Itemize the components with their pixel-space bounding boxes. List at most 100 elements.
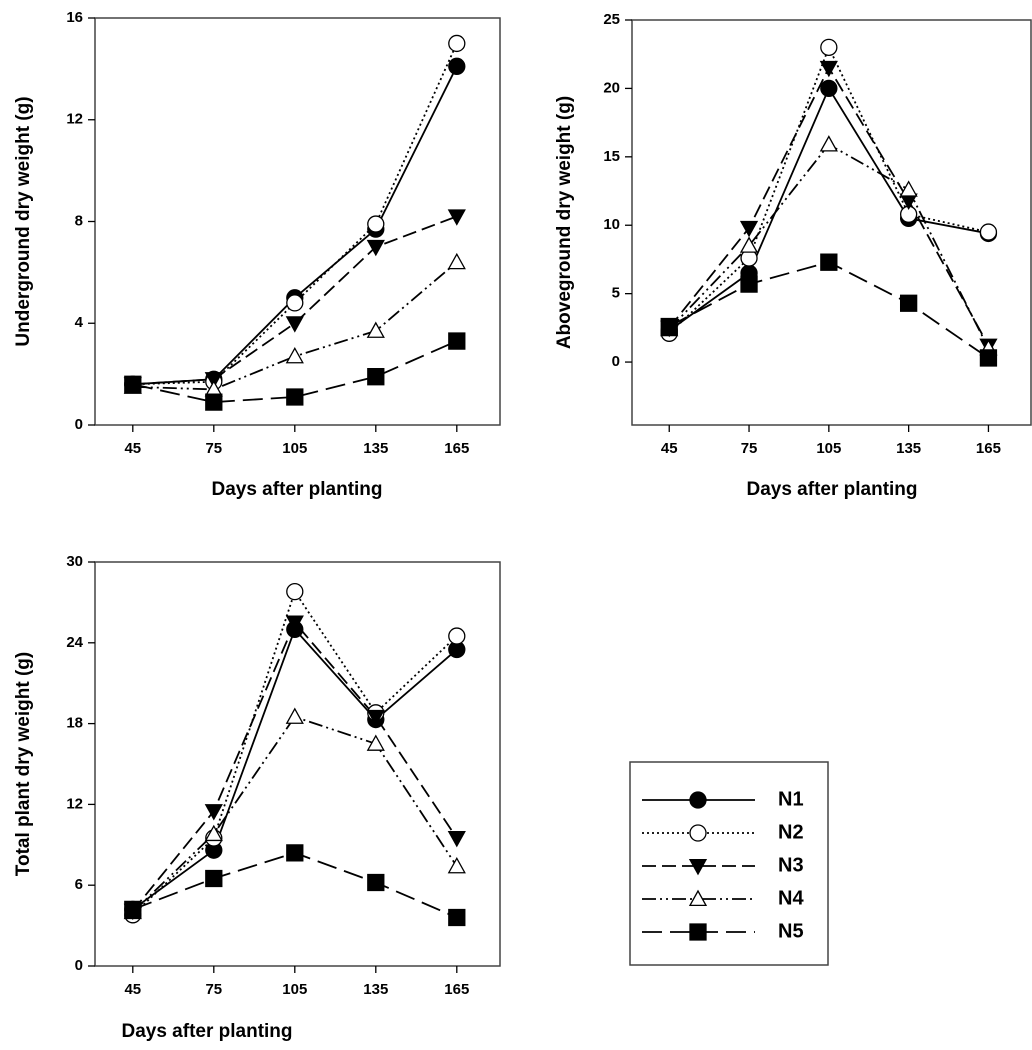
y-tick-label: 4	[75, 314, 84, 331]
marker	[739, 220, 759, 238]
marker	[447, 857, 466, 874]
x-axis-label: Days after planting	[746, 479, 917, 500]
legend-label: N1	[778, 788, 804, 810]
marker	[739, 236, 759, 253]
marker	[366, 734, 385, 751]
marker	[689, 824, 707, 842]
marker	[366, 321, 385, 338]
x-tick-label: 165	[444, 981, 469, 998]
x-tick-label: 105	[282, 981, 307, 998]
x-tick-label: 75	[741, 440, 758, 457]
marker	[285, 615, 304, 632]
y-tick-label: 0	[75, 957, 83, 974]
y-tick-label: 30	[66, 553, 83, 570]
marker	[286, 294, 304, 312]
marker	[285, 346, 304, 364]
plot-frame	[631, 19, 1032, 426]
marker	[448, 34, 466, 53]
marker	[688, 858, 708, 876]
y-tick-label: 12	[66, 795, 83, 812]
x-tick-label: 165	[444, 440, 469, 457]
y-tick-label: 8	[75, 212, 83, 229]
marker	[367, 873, 385, 892]
x-tick-label: 45	[661, 440, 678, 457]
marker	[899, 180, 918, 197]
y-tick-label: 0	[612, 353, 620, 370]
y-axis-label: Aboveground dry weight (g)	[554, 96, 575, 349]
y-tick-label: 24	[66, 634, 83, 651]
y-tick-label: 16	[66, 9, 83, 26]
marker	[979, 223, 998, 241]
x-tick-label: 75	[205, 981, 222, 998]
y-tick-label: 5	[612, 285, 620, 302]
marker	[204, 372, 223, 389]
legend-label: N2	[778, 821, 804, 843]
marker	[124, 900, 142, 919]
plot-frame	[94, 17, 501, 426]
y-axis-label: Underground dry weight (g)	[13, 96, 34, 346]
series-line	[132, 65, 458, 386]
y-tick-label: 15	[603, 148, 620, 165]
marker	[448, 332, 466, 350]
marker	[740, 275, 758, 293]
marker	[819, 135, 838, 152]
y-tick-label: 6	[75, 876, 83, 893]
legend-label: N3	[778, 854, 804, 876]
series-line	[132, 43, 458, 386]
x-tick-label: 75	[205, 440, 222, 457]
marker	[448, 627, 466, 645]
x-axis-label: Days after planting	[211, 479, 382, 500]
marker	[819, 60, 838, 78]
series-line	[132, 851, 458, 919]
marker	[205, 393, 223, 411]
marker	[688, 889, 708, 907]
marker	[285, 316, 304, 333]
marker	[124, 375, 142, 393]
series-line	[132, 715, 458, 913]
marker	[285, 707, 304, 724]
x-tick-label: 135	[363, 440, 388, 457]
marker	[286, 844, 304, 862]
marker	[447, 252, 466, 270]
marker	[820, 79, 838, 98]
x-tick-label: 105	[816, 440, 841, 457]
plot-frame	[94, 561, 501, 967]
x-tick-label: 45	[124, 981, 141, 998]
y-tick-label: 25	[603, 11, 620, 28]
marker	[367, 368, 385, 386]
marker	[448, 908, 466, 927]
marker	[448, 57, 466, 75]
legend-label: N5	[778, 920, 804, 942]
y-tick-label: 18	[66, 715, 83, 732]
marker	[366, 709, 385, 727]
series-line	[668, 86, 989, 332]
marker	[286, 388, 304, 406]
marker	[204, 824, 223, 842]
marker	[367, 215, 385, 233]
marker	[447, 209, 466, 226]
marker	[447, 831, 466, 848]
x-tick-label: 135	[363, 981, 388, 998]
marker	[820, 253, 838, 271]
series-line	[668, 66, 990, 347]
y-axis-label: Total plant dry weight (g)	[13, 652, 34, 876]
marker	[286, 582, 304, 601]
marker	[689, 923, 707, 941]
marker	[660, 317, 678, 336]
x-tick-label: 165	[976, 440, 1001, 457]
marker	[979, 349, 998, 367]
y-tick-label: 10	[603, 216, 620, 233]
series-line	[132, 620, 458, 912]
x-tick-label: 45	[124, 440, 141, 457]
marker	[366, 239, 385, 257]
y-tick-label: 0	[75, 416, 83, 433]
y-tick-label: 20	[603, 79, 620, 96]
x-axis-label: Days after planting	[121, 1021, 292, 1042]
marker	[820, 38, 838, 57]
x-tick-label: 105	[282, 440, 307, 457]
marker	[899, 294, 918, 312]
marker	[689, 791, 707, 809]
series-line	[668, 261, 989, 359]
series-line	[668, 143, 990, 349]
